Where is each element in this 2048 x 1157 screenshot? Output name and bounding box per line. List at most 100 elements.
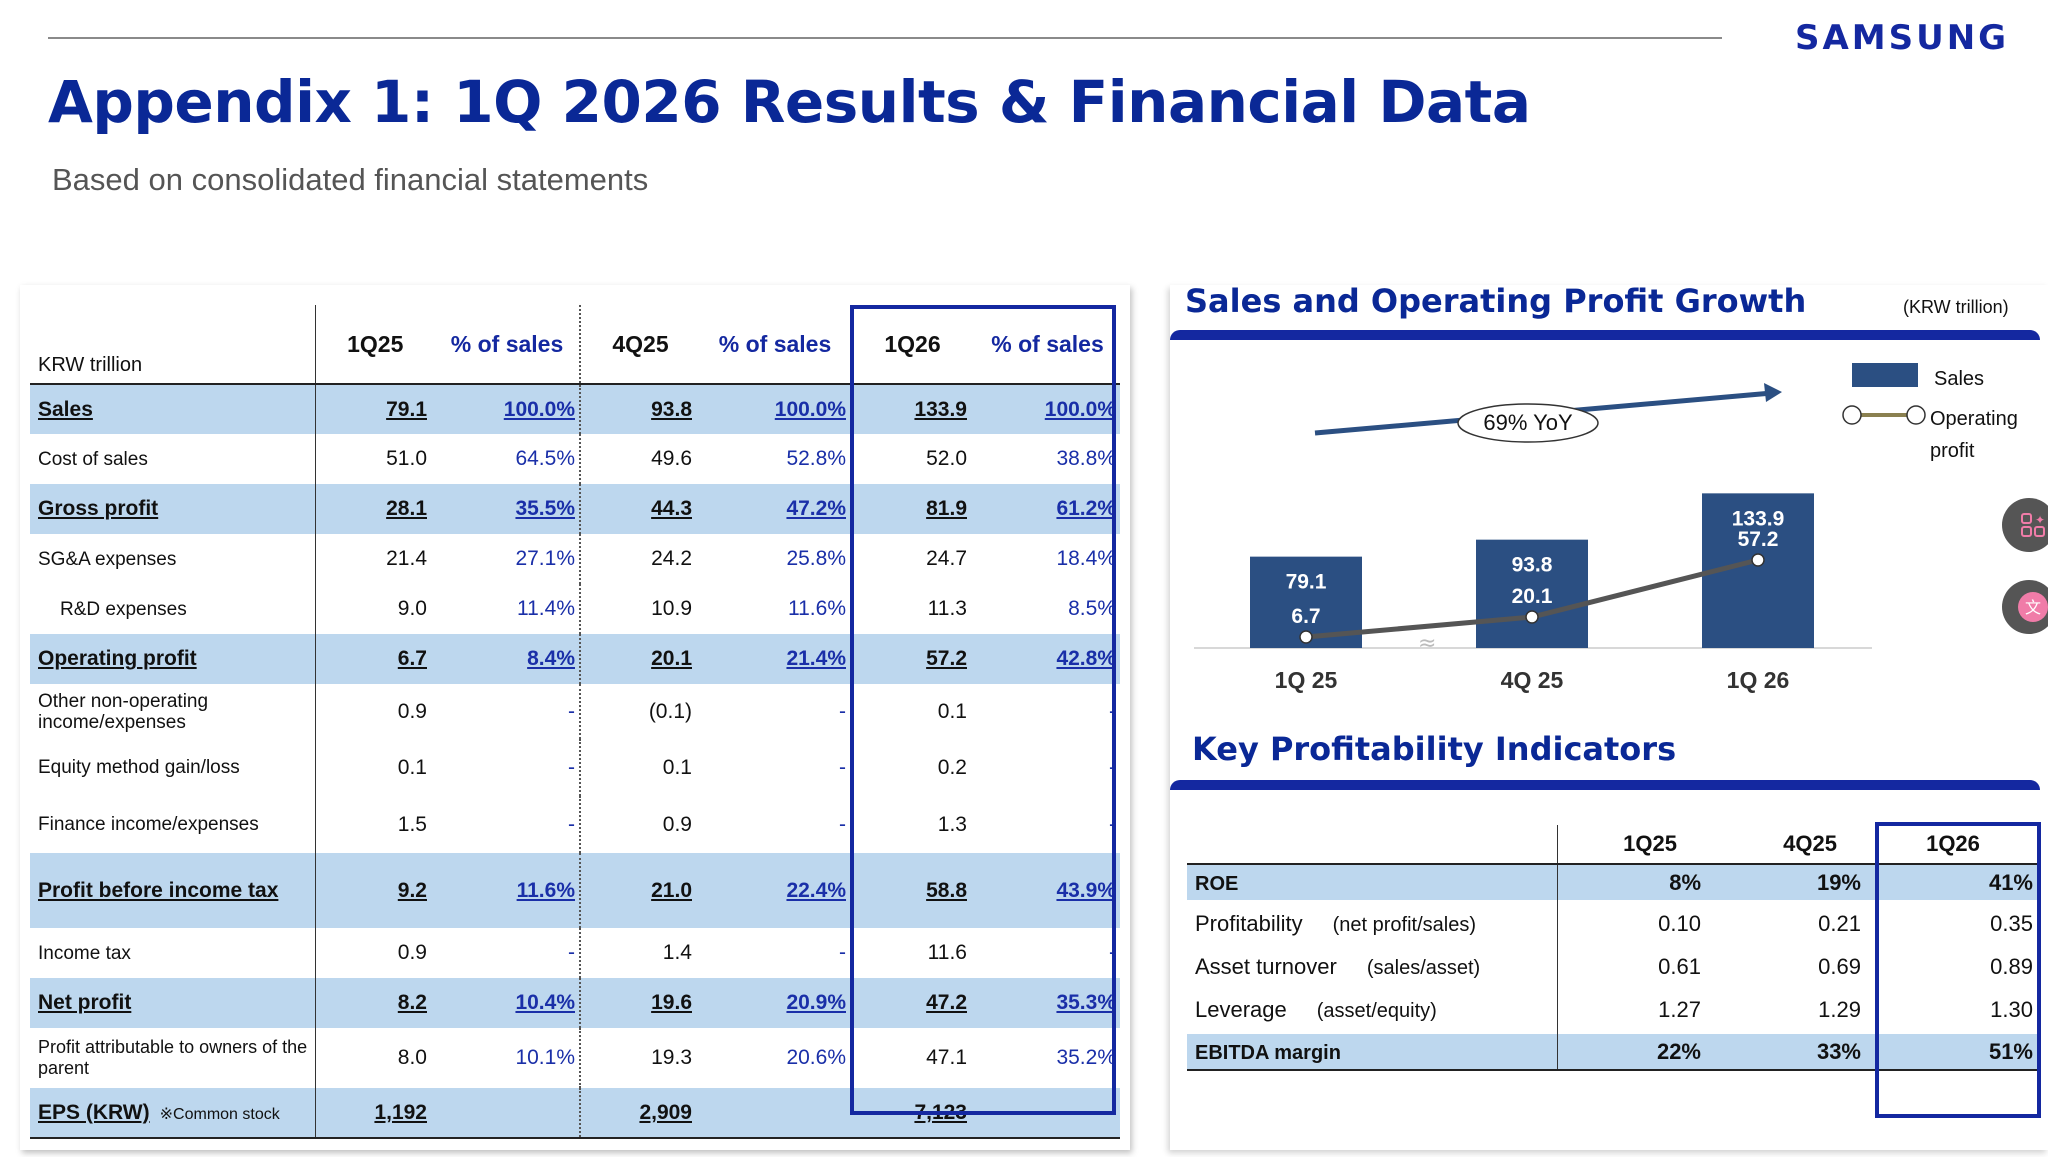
pct-value: -: [839, 812, 846, 836]
growth-section-rule: [1170, 330, 2040, 340]
value-cell: 1.5: [314, 796, 435, 853]
cell-value: 0.2: [937, 755, 967, 779]
kpi-row: ROE 8% 19% 41%: [1187, 864, 2039, 900]
kpi-col-4q25: 4Q25: [1707, 825, 1867, 865]
ai-translate-icon[interactable]: 文: [2002, 580, 2048, 634]
value-cell: 0.1: [579, 739, 700, 796]
cell-value: 20.1: [651, 647, 692, 670]
value-cell: 28.1: [314, 484, 435, 534]
kpi-label-cell: Profitability (net profit/sales): [1187, 900, 1557, 948]
pct-cell: 43.9%: [975, 853, 1120, 928]
kpi-value: 0.61: [1556, 948, 1707, 986]
value-cell: 1,192: [314, 1088, 435, 1139]
value-cell: 81.9: [850, 484, 975, 534]
sales-bar-label: 93.8: [1512, 554, 1553, 577]
value-cell: 9.0: [314, 584, 435, 634]
pct-value: 20.9%: [786, 991, 846, 1014]
pct-value: 25.8%: [786, 547, 846, 570]
row-label: Profit attributable to owners of the par…: [30, 1028, 315, 1088]
pct-cell: -: [700, 796, 850, 853]
pct-cell: -: [975, 928, 1120, 978]
pct-cell: 47.2%: [700, 484, 850, 534]
pct-value: 35.3%: [1056, 991, 1116, 1014]
pct-cell: [700, 1088, 850, 1139]
cell-value: 9.0: [397, 597, 427, 620]
cell-value: 49.6: [651, 447, 692, 470]
pct-cell: -: [435, 796, 580, 853]
value-cell: 8.2: [314, 978, 435, 1028]
kpi-value: 33%: [1707, 1034, 1867, 1071]
pct-value: 64.5%: [515, 447, 575, 470]
kpi-value: 0.69: [1818, 954, 1861, 979]
pct-value: -: [1109, 755, 1116, 779]
value-cell: 1.3: [850, 796, 975, 853]
value-cell: 21.0: [579, 853, 700, 928]
row-label-text: Profit before income tax: [38, 878, 279, 902]
kpi-label: Asset turnover: [1195, 954, 1337, 979]
pct-value: 11.6%: [788, 597, 846, 620]
page-title: Appendix 1: 1Q 2026 Results & Financial …: [48, 68, 1531, 136]
pct-cell: 61.2%: [975, 484, 1120, 534]
row-label: EPS (KRW) ※Common stock: [30, 1088, 315, 1139]
value-cell: 8.0: [314, 1028, 435, 1088]
pct-value: 10.4%: [515, 991, 575, 1014]
growth-section-title: Sales and Operating Profit Growth: [1185, 282, 1807, 320]
table-row: Cost of sales 51.0 64.5% 49.6 52.8% 52.0 38.8%: [30, 434, 1120, 484]
pct-value: 38.8%: [1056, 447, 1116, 470]
row-label-text: R&D expenses: [60, 598, 187, 620]
table-row: Other non-operating income/expenses 0.9 - (…: [30, 684, 1120, 739]
samsung-logo: SAMSUNG: [1795, 18, 2010, 58]
pct-cell: 11.4%: [435, 584, 580, 634]
row-label: Other non-operating income/expenses: [30, 684, 315, 739]
cell-value: 93.8: [651, 397, 692, 421]
value-cell: 19.6: [579, 978, 700, 1028]
cell-value: 19.3: [651, 1046, 692, 1069]
table-header-row: KRW trillion 1Q25 % of sales 4Q25 % of s…: [30, 305, 1120, 385]
financial-table: KRW trillion 1Q25 % of sales 4Q25 % of s…: [30, 305, 1120, 1139]
pct-cell: 21.4%: [700, 634, 850, 684]
table-row: Income tax 0.9 - 1.4 - 11.6 -: [30, 928, 1120, 978]
pct-cell: 64.5%: [435, 434, 580, 484]
cell-value: 0.9: [397, 941, 427, 964]
kpi-note: (net profit/sales): [1332, 914, 1476, 936]
value-cell: 19.3: [579, 1028, 700, 1088]
pct-cell: -: [435, 928, 580, 978]
kpi-label: Leverage: [1195, 997, 1287, 1022]
cell-value: 21.0: [651, 878, 692, 902]
kpi-value: 1.30: [1990, 997, 2033, 1022]
value-cell: 24.7: [850, 534, 975, 584]
pct-value: 100.0%: [1044, 397, 1116, 421]
pct-cell: 25.8%: [700, 534, 850, 584]
apps-sparkle-icon[interactable]: ✦: [2002, 498, 2048, 552]
cell-value: 47.1: [926, 1046, 967, 1069]
value-cell: (0.1): [579, 684, 700, 739]
row-label: Operating profit: [30, 634, 315, 684]
kpi-table: 1Q25 4Q25 1Q26 ROE 8% 19% 41% Profitability (…: [1187, 825, 2039, 1071]
yoy-arrow-head-icon: [1764, 383, 1782, 402]
kpi-label: ROE: [1195, 872, 1239, 895]
value-cell: 11.3: [850, 584, 975, 634]
kpi-row: Asset turnover (sales/asset) 0.61 0.69 0.89: [1187, 948, 2039, 986]
pct-value: 35.5%: [515, 497, 575, 520]
cell-value: 81.9: [926, 497, 967, 520]
value-cell: 2,909: [579, 1088, 700, 1139]
pct-value: -: [839, 755, 846, 779]
kpi-value: 41%: [1867, 864, 2039, 900]
kpi-label-cell: Leverage (asset/equity): [1187, 986, 1557, 1034]
growth-chart: 79.1 93.8 133.9 6.7 20.1 57.2 1Q 25 4Q 25 1Q 2…: [1194, 363, 2018, 693]
pct-value: -: [1109, 941, 1116, 964]
cell-value: 52.0: [926, 447, 967, 470]
row-label-text: Equity method gain/loss: [38, 757, 240, 778]
cell-value: 11.3: [927, 597, 967, 620]
cell-value: 24.2: [651, 547, 692, 570]
row-label: R&D expenses: [30, 584, 315, 634]
value-cell: 10.9: [579, 584, 700, 634]
cell-value: 9.2: [397, 878, 427, 902]
kpi-row: Leverage (asset/equity) 1.27 1.29 1.30: [1187, 986, 2039, 1034]
pct-value: 27.1%: [515, 547, 575, 570]
value-cell: 57.2: [850, 634, 975, 684]
kpi-value: 22%: [1556, 1034, 1707, 1071]
col-header-1q25: 1Q25: [314, 305, 435, 385]
pct-cell: 35.5%: [435, 484, 580, 534]
pct-cell: 27.1%: [435, 534, 580, 584]
